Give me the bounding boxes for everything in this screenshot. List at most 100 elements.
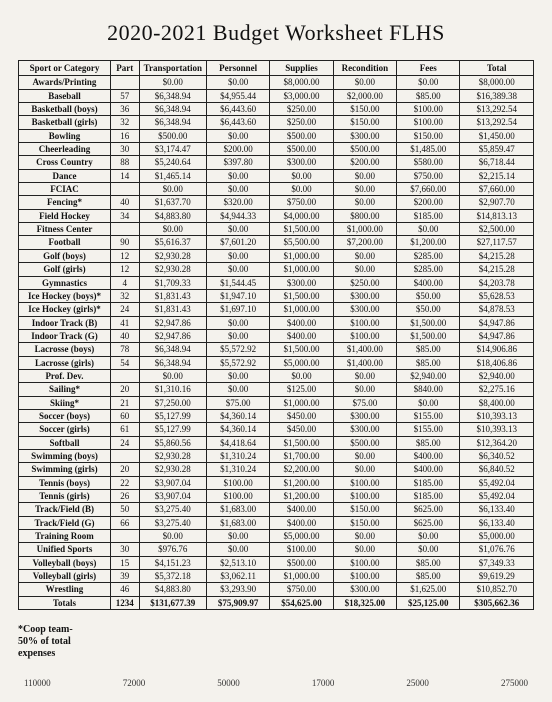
value-cell: $6,340.52 — [460, 449, 534, 462]
part-cell: 20 — [110, 463, 139, 476]
category-cell: Cheerleading — [19, 143, 111, 156]
value-cell: $18,325.00 — [333, 596, 396, 609]
value-cell: $2,940.00 — [397, 369, 460, 382]
value-cell: $4,878.53 — [460, 303, 534, 316]
table-row: Ice Hockey (boys)*32$1,831.43$1,947.10$1… — [19, 289, 534, 302]
value-cell: $0.00 — [207, 383, 270, 396]
value-cell: $1,500.00 — [397, 329, 460, 342]
value-cell: $1,000.00 — [270, 570, 333, 583]
value-cell: $125.00 — [270, 383, 333, 396]
value-cell: $625.00 — [397, 503, 460, 516]
value-cell: $1,625.00 — [397, 583, 460, 596]
category-cell: Field Hockey — [19, 209, 111, 222]
value-cell: $200.00 — [333, 156, 396, 169]
category-cell: Indoor Track (G) — [19, 329, 111, 342]
col-header: Fees — [397, 61, 460, 76]
value-cell: $5,860.56 — [139, 436, 206, 449]
value-cell: $4,151.23 — [139, 556, 206, 569]
value-cell: $400.00 — [397, 276, 460, 289]
value-cell: $6,840.52 — [460, 463, 534, 476]
category-cell: Basketball (boys) — [19, 103, 111, 116]
table-row: Track/Field (B)50$3,275.40$1,683.00$400.… — [19, 503, 534, 516]
table-row: Skiing*21$7,250.00$75.00$1,000.00$75.00$… — [19, 396, 534, 409]
category-cell: Soccer (boys) — [19, 409, 111, 422]
table-row: FCIAC$0.00$0.00$0.00$0.00$7,660.00$7,660… — [19, 183, 534, 196]
value-cell: $10,393.13 — [460, 409, 534, 422]
category-cell: Basketball (girls) — [19, 116, 111, 129]
col-header: Personnel — [207, 61, 270, 76]
value-cell: $10,393.13 — [460, 423, 534, 436]
value-cell: $285.00 — [397, 263, 460, 276]
value-cell: $1,000.00 — [270, 396, 333, 409]
value-cell: $12,364.20 — [460, 436, 534, 449]
value-cell: $3,293.90 — [207, 583, 270, 596]
value-cell: $3,000.00 — [270, 89, 333, 102]
value-cell: $5,000.00 — [270, 356, 333, 369]
value-cell: $0.00 — [207, 369, 270, 382]
part-cell — [110, 223, 139, 236]
value-cell: $7,349.33 — [460, 556, 534, 569]
part-cell: 20 — [110, 383, 139, 396]
value-cell: $2,215.14 — [460, 169, 534, 182]
category-cell: Track/Field (G) — [19, 516, 111, 529]
category-cell: Volleyball (girls) — [19, 570, 111, 583]
value-cell: $27,117.57 — [460, 236, 534, 249]
table-row: Tennis (girls)26$3,907.04$100.00$1,200.0… — [19, 490, 534, 503]
value-cell: $0.00 — [333, 183, 396, 196]
value-cell: $1,709.33 — [139, 276, 206, 289]
value-cell: $150.00 — [333, 503, 396, 516]
value-cell: $0.00 — [207, 329, 270, 342]
value-cell: $200.00 — [207, 143, 270, 156]
value-cell: $0.00 — [207, 129, 270, 142]
value-cell: $2,200.00 — [270, 463, 333, 476]
part-cell: 24 — [110, 303, 139, 316]
col-header: Supplies — [270, 61, 333, 76]
table-row: Volleyball (girls)39$5,372.18$3,062.11$1… — [19, 570, 534, 583]
part-cell: 15 — [110, 556, 139, 569]
value-cell: $18,406.86 — [460, 356, 534, 369]
footnote-line: *Coop team- — [18, 624, 534, 636]
value-cell: $6,348.94 — [139, 343, 206, 356]
value-cell: $100.00 — [333, 476, 396, 489]
table-row: Basketball (girls)32$6,348.94$6,443.60$2… — [19, 116, 534, 129]
value-cell: $3,275.40 — [139, 503, 206, 516]
value-cell: $6,348.94 — [139, 103, 206, 116]
axis-label: 25000 — [406, 678, 429, 688]
category-cell: Gymnastics — [19, 276, 111, 289]
value-cell: $6,348.94 — [139, 356, 206, 369]
value-cell: $0.00 — [270, 183, 333, 196]
part-cell: 40 — [110, 329, 139, 342]
value-cell: $100.00 — [397, 103, 460, 116]
col-header: Recondition — [333, 61, 396, 76]
value-cell: $1,683.00 — [207, 503, 270, 516]
value-cell: $500.00 — [270, 143, 333, 156]
category-cell: Lacrosse (boys) — [19, 343, 111, 356]
value-cell: $2,513.10 — [207, 556, 270, 569]
value-cell: $0.00 — [207, 223, 270, 236]
value-cell: $1,200.00 — [397, 236, 460, 249]
value-cell: $85.00 — [397, 436, 460, 449]
value-cell: $397.80 — [207, 156, 270, 169]
value-cell: $1,831.43 — [139, 289, 206, 302]
category-cell: Unified Sports — [19, 543, 111, 556]
table-row: Track/Field (G)66$3,275.40$1,683.00$400.… — [19, 516, 534, 529]
value-cell: $1,500.00 — [270, 289, 333, 302]
value-cell: $0.00 — [333, 463, 396, 476]
value-cell: $1,465.14 — [139, 169, 206, 182]
table-row: Volleyball (boys)15$4,151.23$2,513.10$50… — [19, 556, 534, 569]
value-cell: $400.00 — [270, 316, 333, 329]
value-cell: $1,200.00 — [270, 490, 333, 503]
value-cell: $8,000.00 — [270, 76, 333, 89]
value-cell: $3,174.47 — [139, 143, 206, 156]
value-cell: $185.00 — [397, 490, 460, 503]
value-cell: $0.00 — [333, 196, 396, 209]
value-cell: $1,544.45 — [207, 276, 270, 289]
totals-row: Totals1234$131,677.39$75,909.97$54,625.0… — [19, 596, 534, 609]
value-cell: $1,000.00 — [270, 263, 333, 276]
part-cell: 16 — [110, 129, 139, 142]
table-body: Awards/Printing$0.00$0.00$8,000.00$0.00$… — [19, 76, 534, 610]
table-row: Training Room$0.00$0.00$5,000.00$0.00$0.… — [19, 530, 534, 543]
value-cell: $0.00 — [397, 76, 460, 89]
value-cell: $0.00 — [397, 396, 460, 409]
part-cell: 50 — [110, 503, 139, 516]
